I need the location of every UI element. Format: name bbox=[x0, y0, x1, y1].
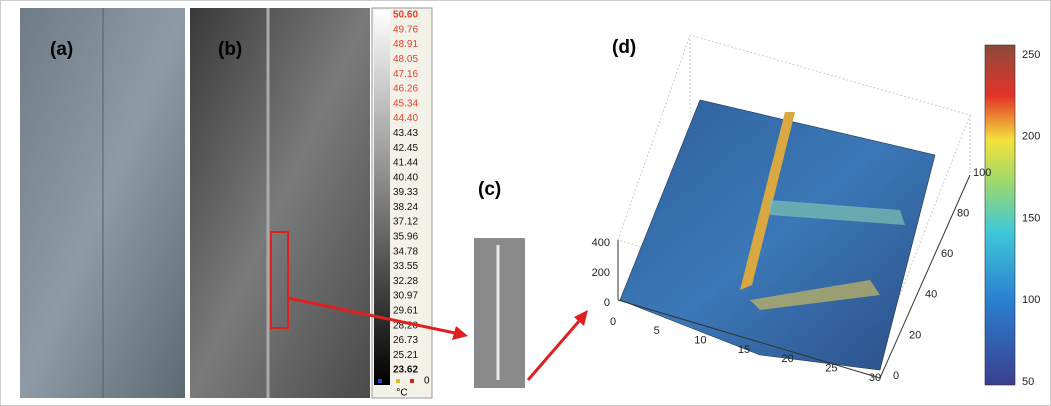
scale-label: 47.16 bbox=[393, 69, 418, 80]
icon bbox=[396, 379, 400, 383]
scale-label: 46.26 bbox=[393, 84, 418, 95]
y-tick-label: 20 bbox=[909, 329, 921, 341]
indicator: 0 bbox=[424, 376, 430, 387]
scale-label: 23.62 bbox=[393, 365, 418, 376]
scale-label: 45.34 bbox=[393, 98, 418, 109]
scale-label: 38.24 bbox=[393, 202, 418, 213]
scale-label: 28.20 bbox=[393, 320, 418, 331]
surface bbox=[619, 99, 936, 371]
roi-box bbox=[270, 231, 289, 329]
scale-label: 48.05 bbox=[393, 54, 418, 65]
scale-label: 50.60 bbox=[393, 10, 418, 21]
scale-label: 41.44 bbox=[393, 158, 418, 169]
surface-ridge bbox=[770, 200, 905, 225]
panel-label: (a) bbox=[50, 39, 73, 60]
arrows bbox=[287, 296, 588, 381]
z-tick-label: 400 bbox=[592, 237, 610, 249]
colorbar-tick-label: 250 bbox=[1022, 49, 1040, 61]
colorbar bbox=[984, 44, 1016, 386]
panel-label: (c) bbox=[478, 179, 501, 200]
thermal-image bbox=[190, 8, 370, 398]
x-tick-label: 20 bbox=[782, 353, 794, 365]
scale-label: 30.97 bbox=[393, 291, 418, 302]
x-tick-label: 25 bbox=[825, 363, 837, 375]
scale-label: 37.12 bbox=[393, 217, 418, 228]
x-tick-label: 15 bbox=[738, 344, 750, 356]
axes bbox=[617, 174, 971, 379]
colorbar-tick-label: 50 bbox=[1022, 376, 1034, 388]
scale-label: 42.45 bbox=[393, 143, 418, 154]
scale-bar bbox=[374, 10, 390, 385]
scale-label: 39.33 bbox=[393, 187, 418, 198]
scale-label: 32.28 bbox=[393, 276, 418, 287]
scale-label: 49.76 bbox=[393, 24, 418, 35]
y-tick-label: 60 bbox=[941, 248, 953, 260]
colorbar-tick-label: 200 bbox=[1022, 131, 1040, 143]
scale-label: 40.40 bbox=[393, 172, 418, 183]
scale-label: 43.43 bbox=[393, 128, 418, 139]
scale-label: 25.21 bbox=[393, 350, 418, 361]
scale-label: 44.40 bbox=[393, 113, 418, 124]
scale-label: 35.96 bbox=[393, 232, 418, 243]
y-tick-label: 40 bbox=[925, 289, 937, 301]
x-tick-label: 30 bbox=[869, 372, 881, 384]
scale-label: 33.55 bbox=[393, 261, 418, 272]
y-tick-label: 100 bbox=[973, 167, 991, 179]
z-tick-label: 200 bbox=[592, 267, 610, 279]
icon bbox=[378, 379, 382, 383]
z-tick-label: 0 bbox=[604, 297, 610, 309]
scale-label: 29.61 bbox=[393, 305, 418, 316]
scale-label: 26.73 bbox=[393, 335, 418, 346]
y-tick-label: 80 bbox=[957, 208, 969, 220]
scale-label: 34.78 bbox=[393, 246, 418, 257]
panel-label: (b) bbox=[218, 39, 242, 60]
surface-ridge bbox=[750, 280, 880, 310]
icon bbox=[410, 379, 414, 383]
x-tick-label: 0 bbox=[610, 316, 616, 328]
y-tick-label: 0 bbox=[893, 370, 899, 382]
colorbar-tick-label: 150 bbox=[1022, 212, 1040, 224]
x-tick-label: 10 bbox=[694, 335, 706, 347]
scale-label: 48.91 bbox=[393, 39, 418, 50]
colorbar-tick-label: 100 bbox=[1022, 294, 1040, 306]
panel-label: (d) bbox=[612, 37, 636, 58]
surface-ridge bbox=[740, 112, 795, 290]
unit: °C bbox=[396, 388, 407, 399]
x-tick-label: 5 bbox=[654, 325, 660, 337]
